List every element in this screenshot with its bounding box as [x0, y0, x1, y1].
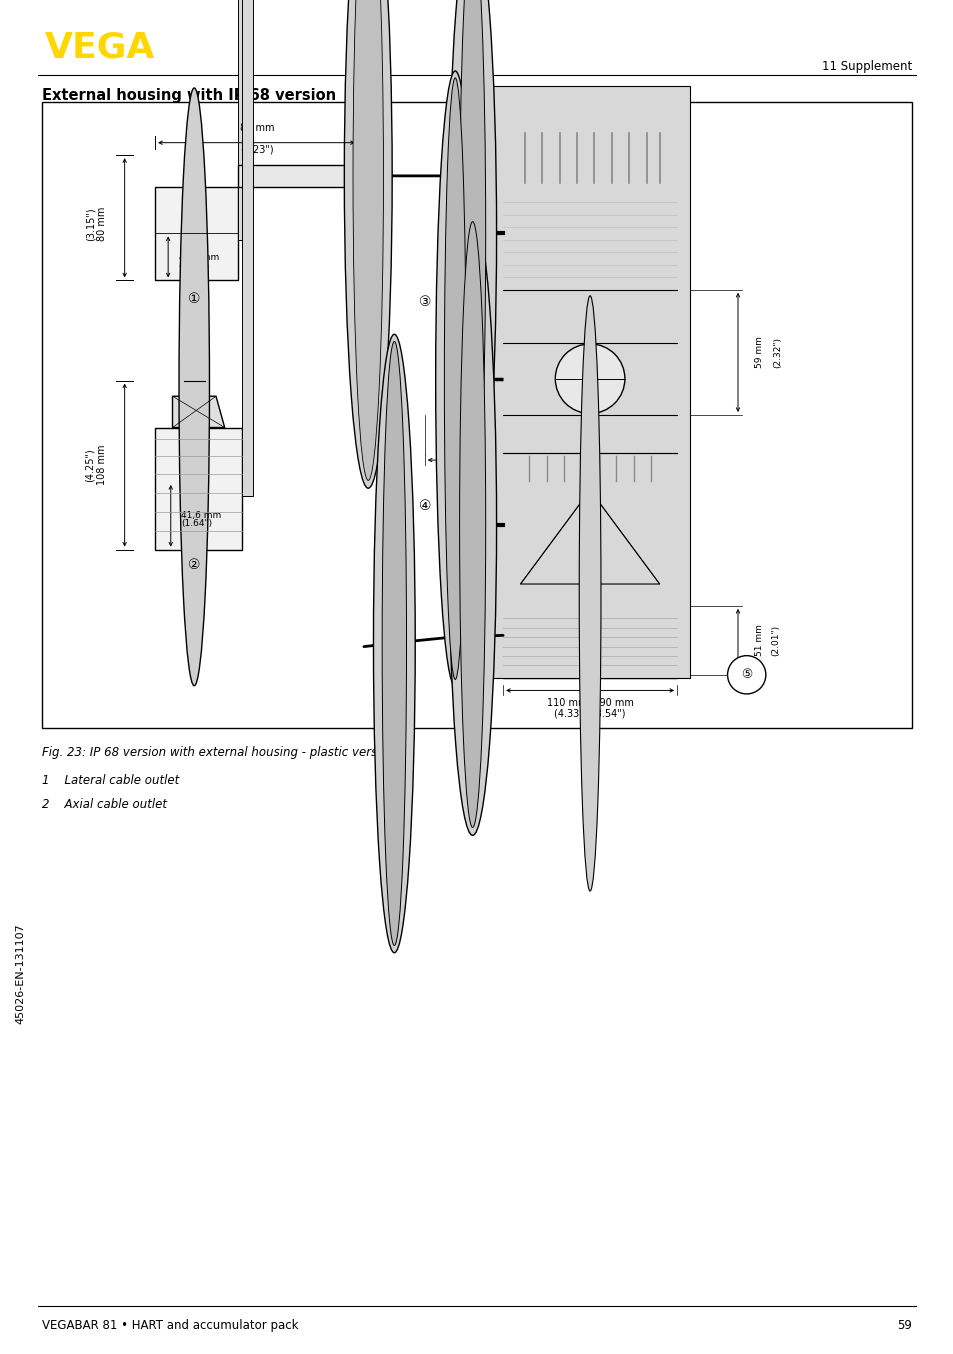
Text: Fig. 23: IP 68 version with external housing - plastic version: Fig. 23: IP 68 version with external hou…: [42, 746, 395, 760]
Ellipse shape: [353, 0, 383, 481]
Bar: [242, 0, 253, 497]
Text: 45026-EN-131107: 45026-EN-131107: [15, 923, 25, 1025]
Text: 1    Lateral cable outlet: 1 Lateral cable outlet: [42, 774, 179, 787]
Text: 80 mm: 80 mm: [97, 207, 107, 241]
Bar: [502, 190, 677, 290]
Text: 110 mm x 90 mm: 110 mm x 90 mm: [546, 437, 633, 447]
Text: (2.01"): (2.01"): [770, 624, 780, 655]
Text: (2.32"): (2.32"): [772, 337, 781, 368]
Text: (3.23"): (3.23"): [240, 145, 274, 154]
Ellipse shape: [179, 88, 210, 685]
Ellipse shape: [382, 341, 406, 945]
FancyBboxPatch shape: [507, 127, 673, 190]
Text: External housing with IP 68 version: External housing with IP 68 version: [42, 88, 335, 103]
Text: 59: 59: [896, 1319, 911, 1332]
Text: VEGA: VEGA: [45, 30, 155, 64]
Bar: [502, 607, 677, 678]
Text: ②: ②: [188, 558, 200, 573]
Ellipse shape: [436, 70, 475, 686]
Polygon shape: [520, 490, 659, 584]
Text: ④: ④: [418, 498, 431, 513]
Circle shape: [727, 655, 765, 695]
Text: ~ 66 mm: ~ 66 mm: [532, 468, 578, 478]
Text: (1.64"): (1.64"): [181, 520, 213, 528]
Text: 110 mm x 90 mm: 110 mm x 90 mm: [546, 697, 633, 708]
Text: 41,6 mm: 41,6 mm: [181, 510, 221, 520]
Bar: [502, 343, 677, 414]
Text: (3.15"): (3.15"): [86, 207, 96, 241]
Text: 82 mm: 82 mm: [239, 123, 274, 133]
Bar: [42, 102, 911, 728]
Ellipse shape: [578, 295, 600, 891]
Text: (1.64"): (1.64"): [178, 261, 210, 271]
Text: (4.25"): (4.25"): [84, 448, 94, 482]
Text: ①: ①: [188, 292, 200, 306]
Ellipse shape: [444, 79, 466, 680]
Bar: [551, 590, 629, 607]
Text: ⑤: ⑤: [740, 669, 752, 681]
Text: VEGABAR 81 • HART and accumulator pack: VEGABAR 81 • HART and accumulator pack: [42, 1319, 298, 1332]
Text: 108 mm: 108 mm: [97, 445, 107, 485]
Text: 41,6 mm: 41,6 mm: [178, 253, 218, 261]
Ellipse shape: [448, 214, 497, 835]
Ellipse shape: [448, 0, 497, 544]
Bar: [541, 290, 638, 343]
Bar: [155, 428, 242, 550]
Circle shape: [555, 344, 624, 413]
Bar: [502, 483, 677, 590]
Ellipse shape: [344, 0, 392, 489]
Polygon shape: [237, 165, 351, 187]
Text: ③: ③: [418, 295, 431, 309]
Text: 51 mm: 51 mm: [755, 624, 763, 657]
Bar: [507, 127, 672, 190]
Text: 59 mm: 59 mm: [755, 336, 763, 368]
Ellipse shape: [373, 334, 415, 953]
Text: 2    Axial cable outlet: 2 Axial cable outlet: [42, 798, 167, 811]
Bar: [507, 452, 672, 483]
Bar: [237, 0, 249, 240]
Text: (4.33" x 3.54"): (4.33" x 3.54"): [554, 448, 625, 458]
Polygon shape: [172, 397, 225, 428]
Ellipse shape: [459, 222, 485, 827]
Text: (4.33" x 3.54"): (4.33" x 3.54"): [554, 708, 625, 719]
Bar: [155, 187, 237, 280]
Bar: [490, 85, 689, 678]
Ellipse shape: [459, 0, 485, 536]
Text: (2.60"): (2.60"): [537, 479, 572, 489]
Bar: [541, 414, 638, 452]
Text: 11 Supplement: 11 Supplement: [821, 60, 911, 73]
